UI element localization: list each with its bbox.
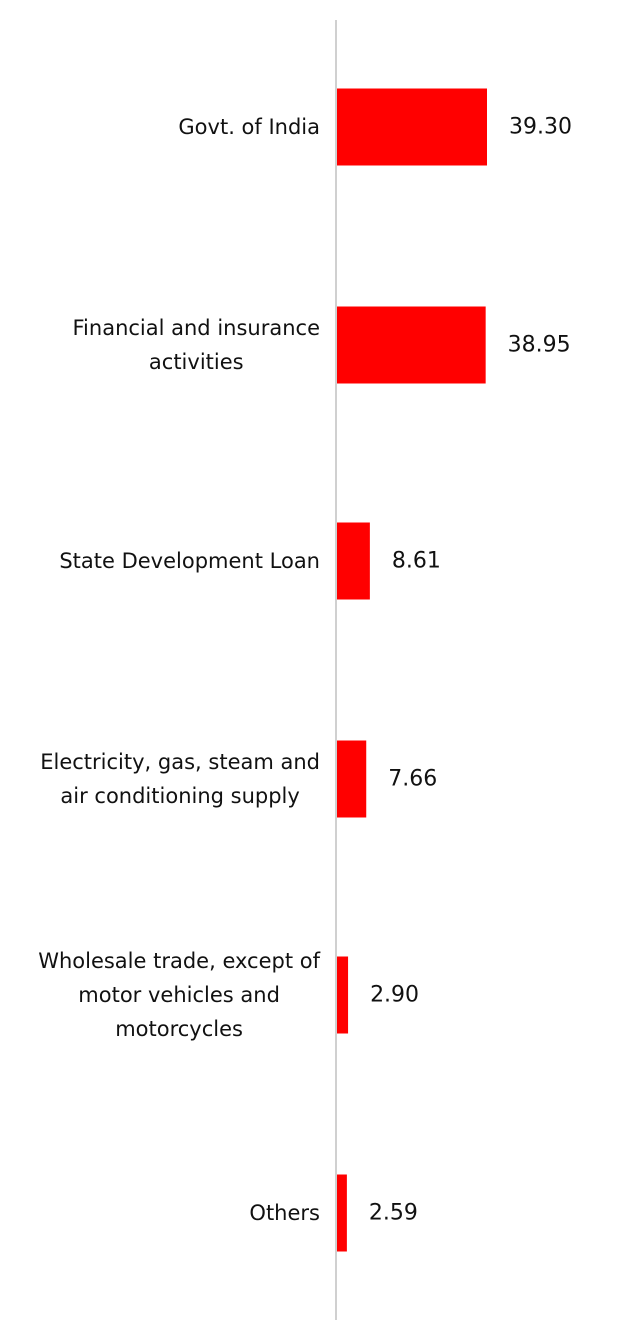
category-label-3: State Development Loan <box>59 549 320 573</box>
category-label-5-line-2: motor vehicles and <box>78 983 280 1007</box>
category-labels-group: Govt. of India Financial and insurance act… <box>38 115 320 1225</box>
bar-5 <box>337 956 349 1034</box>
bar-6 <box>337 1174 347 1252</box>
value-label-3: 8.61 <box>392 549 441 574</box>
bars-group <box>337 88 487 1252</box>
bar-2 <box>337 306 486 384</box>
value-label-6: 2.59 <box>369 1201 418 1226</box>
value-label-5: 2.90 <box>370 983 419 1008</box>
category-label-6: Others <box>249 1201 320 1225</box>
value-label-4: 7.66 <box>388 767 437 792</box>
category-label-1: Govt. of India <box>178 115 320 139</box>
category-label-4: Electricity, gas, steam and air condition… <box>40 750 320 808</box>
category-label-3-line-1: State Development Loan <box>59 549 320 573</box>
bar-1 <box>337 88 487 166</box>
value-label-2: 38.95 <box>508 333 571 358</box>
bar-3 <box>337 522 370 600</box>
value-labels-group: 39.30 38.95 8.61 7.66 2.90 2.59 <box>369 115 572 1226</box>
category-label-2: Financial and insurance activities <box>73 316 321 374</box>
category-label-2-line-2: activities <box>149 350 244 374</box>
category-label-5: Wholesale trade, except of motor vehicles… <box>38 949 320 1041</box>
category-label-4-line-1: Electricity, gas, steam and <box>40 750 320 774</box>
category-label-5-line-1: Wholesale trade, except of <box>38 949 320 973</box>
category-label-4-line-2: air conditioning supply <box>60 784 299 808</box>
bar-4 <box>337 740 367 818</box>
category-label-1-line-1: Govt. of India <box>178 115 320 139</box>
category-label-2-line-1: Financial and insurance <box>73 316 321 340</box>
value-label-1: 39.30 <box>509 115 572 140</box>
category-label-6-line-1: Others <box>249 1201 320 1225</box>
category-label-5-line-3: motorcycles <box>115 1017 243 1041</box>
